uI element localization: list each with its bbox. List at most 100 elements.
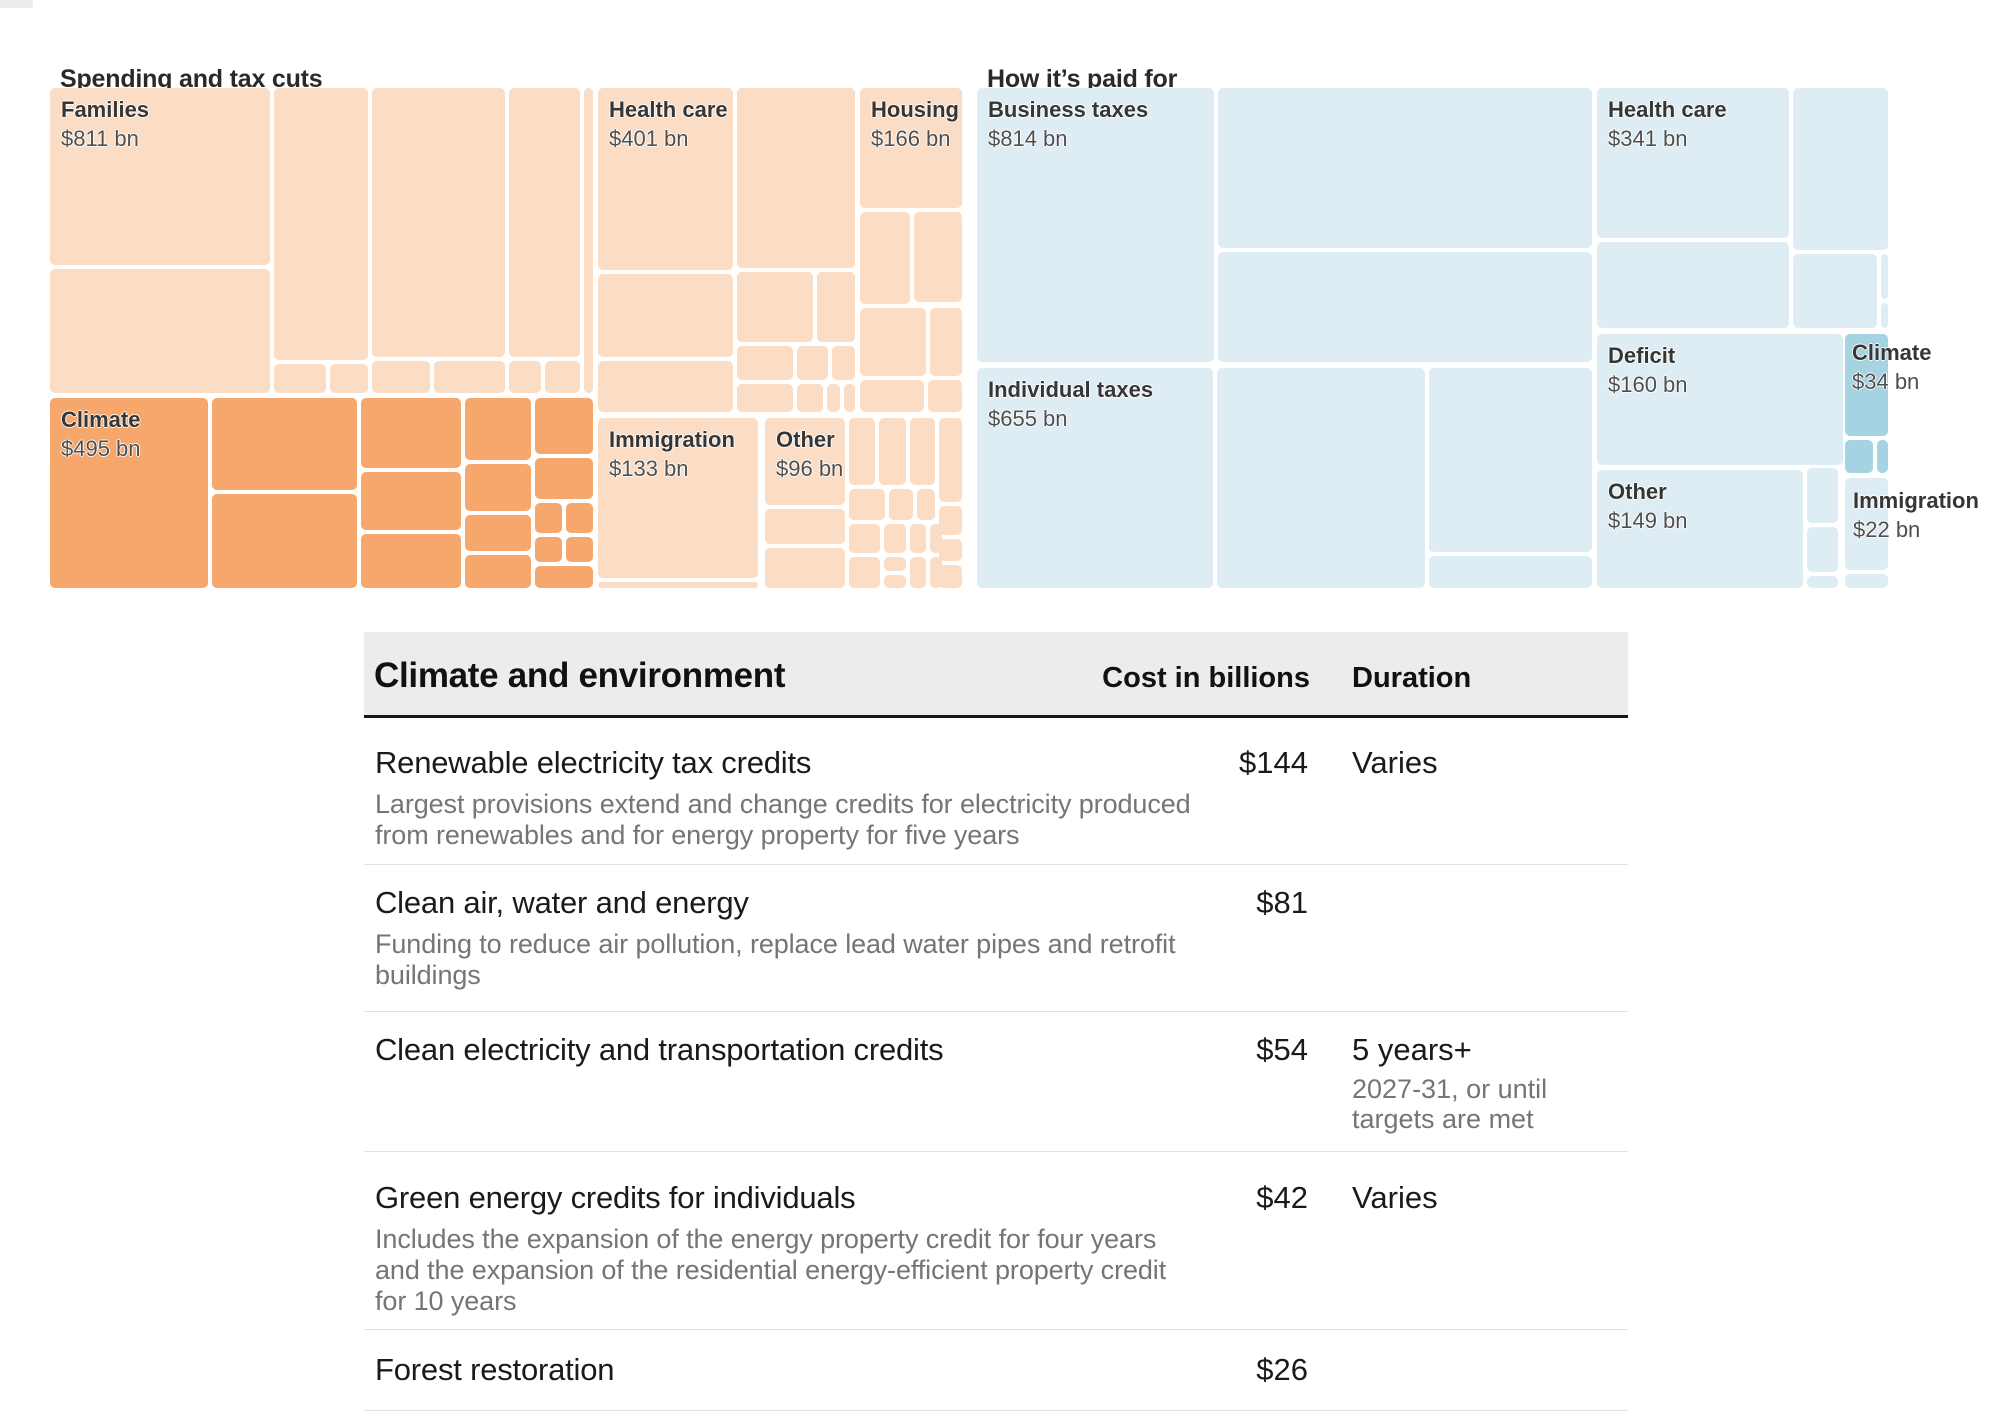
tile-housing: Housing $166 bn — [860, 88, 962, 208]
tile-housing-sub — [860, 308, 926, 376]
tile-other-paidfor-value: $149 bn — [1608, 508, 1688, 533]
tile-individual-taxes-name: Individual taxes — [988, 377, 1154, 402]
tile-business-taxes-name: Business taxes — [988, 97, 1149, 122]
tile-other-spending: Other $96 bn — [765, 418, 845, 505]
tile-healthcare-sub — [737, 384, 793, 412]
tile-other-sub — [939, 539, 962, 561]
page-edge-artifact — [0, 0, 33, 8]
row-cost: $54 — [1256, 1032, 1308, 1067]
tile-healthcare-paidfor-sub — [1881, 303, 1888, 328]
tile-healthcare-sub — [598, 361, 733, 412]
table-row: Forest restoration $26 — [364, 1352, 1628, 1411]
tile-healthcare-spending: Health care $401 bn — [598, 88, 733, 270]
tile-climate-sub — [465, 398, 531, 460]
tile-housing-sub — [860, 212, 910, 304]
tile-families-sub — [434, 361, 505, 393]
tile-healthcare-sub — [737, 88, 855, 268]
tile-other-spending-value: $96 bn — [776, 456, 844, 481]
table-row: Clean air, water and energy Funding to r… — [364, 885, 1628, 1012]
tile-other-paidfor-sub — [1807, 527, 1838, 572]
row-cost: $42 — [1256, 1180, 1308, 1215]
tile-deficit-value: $160 bn — [1608, 372, 1688, 397]
tile-healthcare-paidfor-label: Health care $341 bn — [1608, 95, 1727, 153]
tile-families-sub — [545, 361, 580, 393]
tile-families-sub — [509, 361, 541, 393]
tile-climate-paidfor — [1845, 334, 1888, 436]
tile-housing-name: Housing — [871, 97, 959, 122]
tile-housing-sub — [930, 308, 962, 376]
tile-families: Families $811 bn — [50, 88, 270, 265]
tile-climate-spending-name: Climate — [61, 407, 141, 432]
tile-business-sub — [1218, 252, 1592, 362]
tile-climate-sub — [212, 494, 357, 588]
tile-climate-sub — [566, 503, 593, 533]
tile-climate-sub — [361, 534, 461, 588]
tile-other-sub — [910, 524, 926, 553]
row-duration: 5 years+ — [1352, 1032, 1472, 1067]
column-header-duration: Duration — [1352, 662, 1472, 694]
tile-other-sub — [849, 557, 880, 588]
tile-healthcare-sub — [844, 384, 855, 412]
tile-climate-sub — [465, 515, 531, 551]
tile-other-sub — [765, 548, 845, 588]
tile-climate-paidfor-sub — [1845, 440, 1873, 473]
tile-individual-taxes: Individual taxes $655 bn — [977, 368, 1213, 588]
row-description: Largest provisions extend and change cre… — [375, 789, 1191, 850]
table-header-band: Climate and environment Cost in billions… — [364, 632, 1628, 718]
tile-climate-sub — [465, 555, 531, 588]
tile-families-sub — [274, 364, 326, 393]
table-title: Climate and environment — [374, 656, 786, 695]
tile-climate-spending-label: Climate $495 bn — [61, 405, 141, 463]
tile-business-sub — [1218, 88, 1592, 248]
tile-individual-sub — [1429, 368, 1592, 552]
tile-healthcare-sub — [737, 346, 793, 380]
tile-other-sub — [889, 489, 913, 520]
tile-climate-sub — [212, 398, 357, 490]
tile-other-sub — [884, 524, 906, 553]
tile-other-sub — [917, 489, 935, 520]
tile-immigration-sub — [598, 582, 758, 588]
row-title: Green energy credits for individuals — [375, 1180, 856, 1215]
row-description: Funding to reduce air pollution, replace… — [375, 929, 1176, 990]
row-title: Clean air, water and energy — [375, 885, 749, 920]
tile-healthcare-paidfor-sub — [1793, 254, 1877, 328]
row-cost: $81 — [1256, 885, 1308, 920]
tile-climate-spending: Climate $495 bn — [50, 398, 208, 588]
tile-families-value: $811 bn — [61, 126, 139, 151]
tile-healthcare-sub — [832, 346, 855, 380]
tile-immigration-spending-name: Immigration — [609, 427, 735, 452]
tile-families-sub — [372, 361, 430, 393]
tile-healthcare-spending-value: $401 bn — [609, 126, 689, 151]
tile-other-sub — [849, 418, 875, 485]
row-cost: $144 — [1239, 745, 1308, 780]
tile-healthcare-paidfor: Health care $341 bn — [1597, 88, 1789, 238]
tile-climate-sub — [465, 464, 531, 511]
tile-housing-label: Housing $166 bn — [871, 95, 959, 153]
table-row: Renewable electricity tax credits Larges… — [364, 745, 1628, 865]
tile-immigration-paidfor — [1845, 478, 1888, 570]
tile-deficit: Deficit $160 bn — [1597, 334, 1843, 465]
tile-other-sub — [910, 418, 935, 485]
climate-detail-table: Climate and environment Cost in billions… — [364, 632, 1628, 1414]
tile-climate-sub — [535, 503, 562, 533]
tile-individual-sub — [1217, 368, 1425, 588]
row-duration: Varies — [1352, 745, 1438, 780]
spending-treemap: Families $811 bn Climate $495 bn Health … — [50, 88, 962, 588]
tile-climate-sub — [361, 398, 461, 468]
tile-climate-sub — [535, 566, 593, 588]
tile-healthcare-paidfor-value: $341 bn — [1608, 126, 1688, 151]
tile-healthcare-sub — [598, 274, 733, 357]
tile-other-sub — [939, 506, 962, 535]
tile-business-taxes-label: Business taxes $814 bn — [988, 95, 1148, 153]
tile-housing-sub — [914, 212, 962, 302]
table-row: Green energy credits for individuals Inc… — [364, 1180, 1628, 1330]
tile-healthcare-sub — [737, 272, 813, 342]
tile-healthcare-spending-label: Health care $401 bn — [609, 95, 728, 153]
tile-other-sub — [765, 509, 845, 544]
tile-business-taxes: Business taxes $814 bn — [977, 88, 1214, 362]
tile-business-taxes-value: $814 bn — [988, 126, 1068, 151]
tile-families-sub — [274, 88, 368, 360]
row-description: Includes the expansion of the energy pro… — [375, 1224, 1167, 1316]
tile-families-name: Families — [61, 97, 150, 122]
tile-other-sub — [849, 489, 885, 520]
